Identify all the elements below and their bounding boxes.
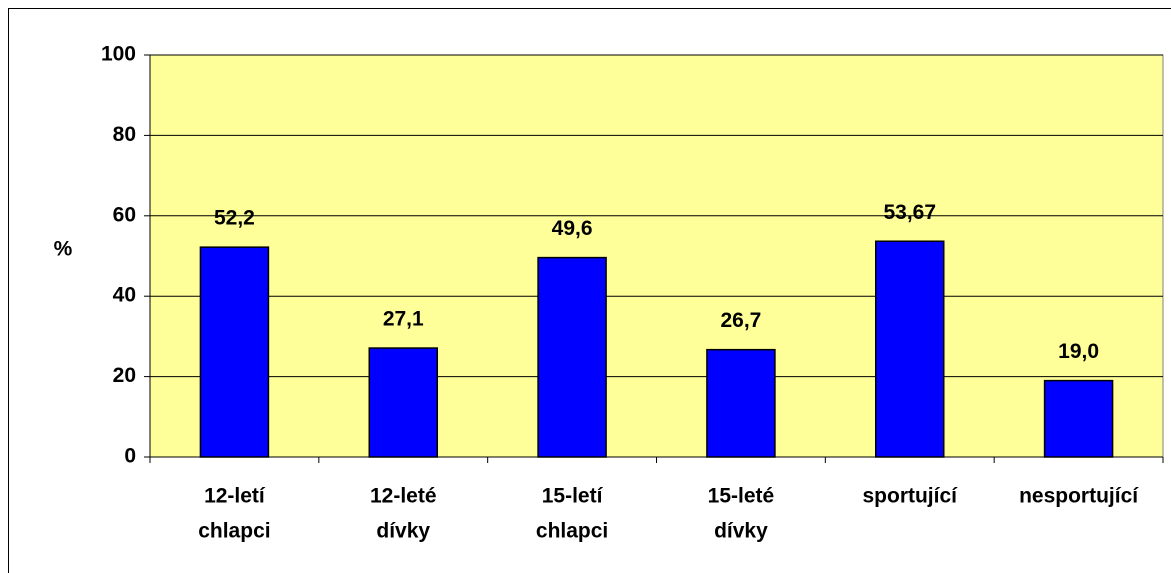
bar — [368, 347, 438, 458]
x-tick-label: 15-letí — [542, 485, 604, 508]
y-tick-label: 40 — [113, 284, 136, 307]
value-label: 53,67 — [883, 201, 936, 224]
y-tick-label: 0 — [124, 445, 136, 468]
bar — [537, 256, 607, 458]
y-tick-label: 80 — [113, 123, 136, 146]
y-axis-label: % — [54, 238, 73, 261]
value-label: 19,0 — [1058, 340, 1099, 363]
x-tick-label: 15-leté — [708, 485, 775, 508]
value-label: 26,7 — [720, 309, 761, 332]
bar — [1043, 379, 1114, 458]
y-tick-label: 60 — [113, 203, 136, 226]
x-tick-label: sportující — [862, 485, 958, 508]
x-tick-label: nesportující — [1019, 485, 1139, 508]
x-tick-label: dívky — [714, 520, 768, 543]
bar — [199, 246, 270, 458]
x-tick-label: chlapci — [198, 520, 270, 543]
bar — [706, 348, 776, 458]
x-tick-label: 12-leté — [370, 485, 437, 508]
value-label: 52,2 — [214, 207, 255, 230]
x-tick-label: 12-letí — [204, 485, 266, 508]
value-label: 49,6 — [552, 217, 593, 240]
y-tick-label: 100 — [101, 43, 136, 66]
bar — [875, 240, 945, 458]
x-tick-label: chlapci — [536, 520, 608, 543]
value-label: 27,1 — [383, 308, 424, 331]
y-tick-label: 20 — [113, 364, 136, 387]
x-tick-label: dívky — [376, 520, 430, 543]
plot-area — [149, 54, 1164, 458]
